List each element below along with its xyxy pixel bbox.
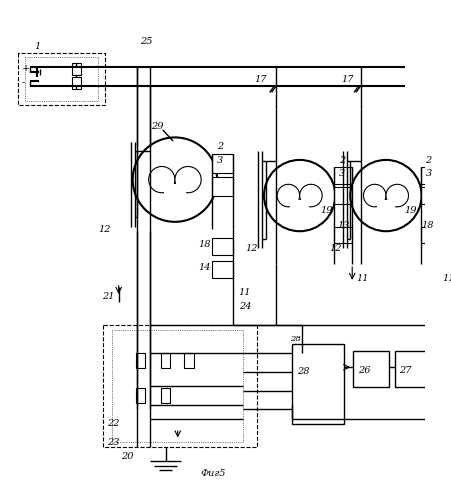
Bar xyxy=(420,168,437,184)
Text: 12: 12 xyxy=(98,225,110,234)
Text: 12: 12 xyxy=(245,244,257,252)
Text: 18: 18 xyxy=(198,240,211,249)
Bar xyxy=(334,168,351,184)
Bar xyxy=(212,261,233,278)
Text: 14: 14 xyxy=(198,263,211,272)
Text: -: - xyxy=(22,78,25,87)
Bar xyxy=(163,184,186,213)
Text: +: + xyxy=(22,64,30,73)
Circle shape xyxy=(299,184,322,207)
Text: 28: 28 xyxy=(296,367,308,376)
Bar xyxy=(290,200,308,224)
Bar xyxy=(135,353,145,368)
Text: 17: 17 xyxy=(340,75,353,84)
Text: 11: 11 xyxy=(238,288,251,297)
Text: 2: 2 xyxy=(216,142,223,151)
Text: 19: 19 xyxy=(320,206,332,215)
Bar xyxy=(334,227,351,244)
Text: 28: 28 xyxy=(290,335,300,343)
Text: 2: 2 xyxy=(338,156,345,165)
Text: 1: 1 xyxy=(34,42,41,51)
Text: 22: 22 xyxy=(107,419,120,428)
Text: 3: 3 xyxy=(338,169,345,178)
Circle shape xyxy=(263,160,335,231)
Bar xyxy=(184,353,193,368)
Circle shape xyxy=(363,184,385,207)
Text: 27: 27 xyxy=(398,366,411,375)
Text: 20: 20 xyxy=(121,452,133,461)
Text: 11: 11 xyxy=(441,273,451,282)
Circle shape xyxy=(276,184,299,207)
Text: 17: 17 xyxy=(254,75,267,84)
Bar xyxy=(352,351,388,387)
Bar xyxy=(161,388,170,403)
Text: 11: 11 xyxy=(355,273,368,282)
Bar xyxy=(291,344,343,424)
Text: 29: 29 xyxy=(151,122,164,131)
Text: 12: 12 xyxy=(329,244,341,252)
Bar xyxy=(212,238,233,254)
Text: 13: 13 xyxy=(336,221,349,230)
Bar xyxy=(72,63,81,74)
Circle shape xyxy=(175,167,201,193)
Circle shape xyxy=(385,184,408,207)
Bar xyxy=(420,187,437,204)
Circle shape xyxy=(350,160,421,231)
Text: 24: 24 xyxy=(238,302,251,311)
Bar xyxy=(212,177,233,196)
Bar xyxy=(395,351,427,387)
Bar xyxy=(420,227,437,244)
Circle shape xyxy=(148,167,175,193)
Circle shape xyxy=(133,137,216,222)
Bar xyxy=(334,187,351,204)
Bar xyxy=(135,388,145,403)
Bar xyxy=(161,353,170,368)
Text: 25: 25 xyxy=(140,37,152,46)
Bar xyxy=(72,77,81,89)
Text: 21: 21 xyxy=(101,292,114,301)
Text: 18: 18 xyxy=(421,221,433,230)
Text: Фиг5: Фиг5 xyxy=(200,469,226,478)
Text: 26: 26 xyxy=(357,366,369,375)
Bar xyxy=(212,154,233,173)
Text: 2: 2 xyxy=(424,156,431,165)
Text: 23: 23 xyxy=(107,438,120,447)
Text: 19: 19 xyxy=(404,206,416,215)
Bar xyxy=(376,200,395,224)
Text: 3: 3 xyxy=(424,169,431,178)
Text: 3: 3 xyxy=(216,156,223,165)
